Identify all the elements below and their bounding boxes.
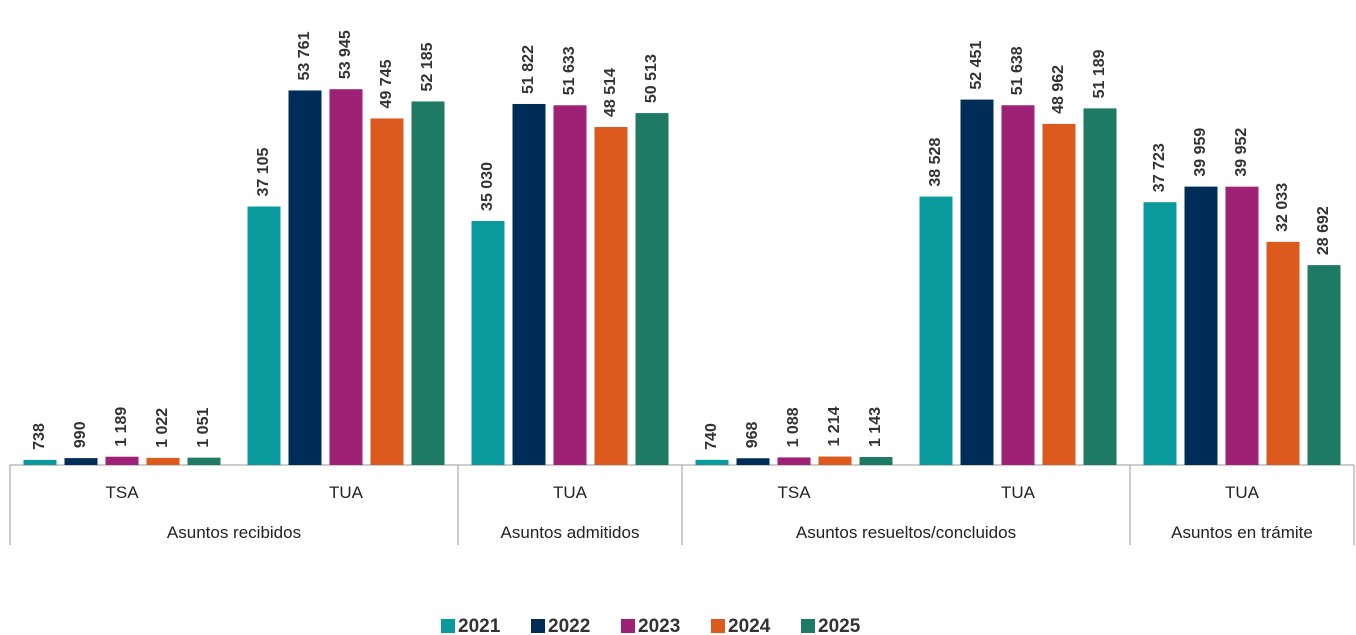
legend-label: 2022 <box>548 616 590 635</box>
bar <box>1083 108 1117 465</box>
group-label: Asuntos resueltos/concluidos <box>796 523 1016 542</box>
bar <box>1042 123 1076 465</box>
value-label: 37 723 <box>1151 143 1168 192</box>
group-label: Asuntos recibidos <box>167 523 301 542</box>
value-label: 1 189 <box>113 407 130 447</box>
value-label: 1 143 <box>867 407 884 447</box>
value-label: 38 528 <box>927 138 944 187</box>
legend-label: 2021 <box>458 616 501 635</box>
value-label: 48 962 <box>1050 65 1067 114</box>
bar <box>960 99 994 465</box>
group-label: Asuntos en trámite <box>1171 523 1313 542</box>
x-tick-label: TUA <box>329 483 364 502</box>
bar <box>919 196 953 466</box>
bar <box>818 456 852 465</box>
bar <box>1001 105 1035 466</box>
bar <box>1266 241 1300 465</box>
bar <box>1184 186 1218 466</box>
value-label: 51 633 <box>561 46 578 95</box>
bar <box>635 113 669 465</box>
bar <box>777 457 811 465</box>
bar <box>411 101 445 465</box>
value-label: 37 105 <box>255 147 272 196</box>
legend-label: 2025 <box>818 616 861 635</box>
value-label: 51 638 <box>1009 46 1026 95</box>
legend-swatch <box>441 619 455 633</box>
legend-swatch <box>531 619 545 633</box>
value-label: 51 189 <box>1091 49 1108 98</box>
legend-swatch <box>801 619 815 633</box>
legend-swatch <box>711 619 725 633</box>
x-tick-label: TUA <box>1225 483 1260 502</box>
bar <box>329 89 363 465</box>
x-tick-label: TSA <box>777 483 811 502</box>
value-label: 48 514 <box>602 68 619 117</box>
value-label: 53 945 <box>337 30 354 79</box>
bar <box>736 458 770 465</box>
value-label: 52 451 <box>968 41 985 90</box>
bar <box>187 457 221 465</box>
value-label: 1 051 <box>195 408 212 448</box>
value-label: 39 959 <box>1192 128 1209 177</box>
bar <box>146 457 180 465</box>
bar <box>512 103 546 466</box>
value-label: 968 <box>744 421 761 448</box>
value-label: 738 <box>31 423 48 450</box>
value-label: 1 022 <box>154 408 171 448</box>
value-label: 32 033 <box>1274 183 1291 232</box>
value-label: 1 214 <box>826 406 843 446</box>
value-label: 52 185 <box>419 42 436 91</box>
legend-label: 2024 <box>728 616 771 635</box>
legend-label: 2023 <box>638 616 680 635</box>
value-label: 1 088 <box>785 407 802 447</box>
bar <box>247 206 281 465</box>
x-tick-label: TUA <box>1001 483 1036 502</box>
bar <box>64 458 98 465</box>
group-label: Asuntos admitidos <box>501 523 640 542</box>
value-label: 39 952 <box>1233 128 1250 177</box>
value-label: 49 745 <box>378 59 395 108</box>
bar <box>1225 186 1259 466</box>
bar <box>859 457 893 465</box>
bar <box>471 220 505 465</box>
bar <box>695 459 729 465</box>
bar <box>288 90 322 466</box>
bar <box>1307 265 1341 465</box>
legend-swatch <box>621 619 635 633</box>
value-label: 990 <box>72 421 89 448</box>
value-label: 28 692 <box>1315 206 1332 255</box>
bar <box>553 105 587 465</box>
bar <box>105 456 139 465</box>
bar <box>23 459 57 465</box>
x-tick-label: TSA <box>105 483 139 502</box>
bar <box>1143 202 1177 466</box>
value-label: 740 <box>703 423 720 450</box>
value-label: 53 761 <box>296 31 313 80</box>
value-label: 50 513 <box>643 54 660 103</box>
value-label: 51 822 <box>520 45 537 94</box>
bar <box>594 127 628 465</box>
x-tick-label: TUA <box>553 483 588 502</box>
bar <box>370 118 404 465</box>
value-label: 35 030 <box>479 162 496 211</box>
